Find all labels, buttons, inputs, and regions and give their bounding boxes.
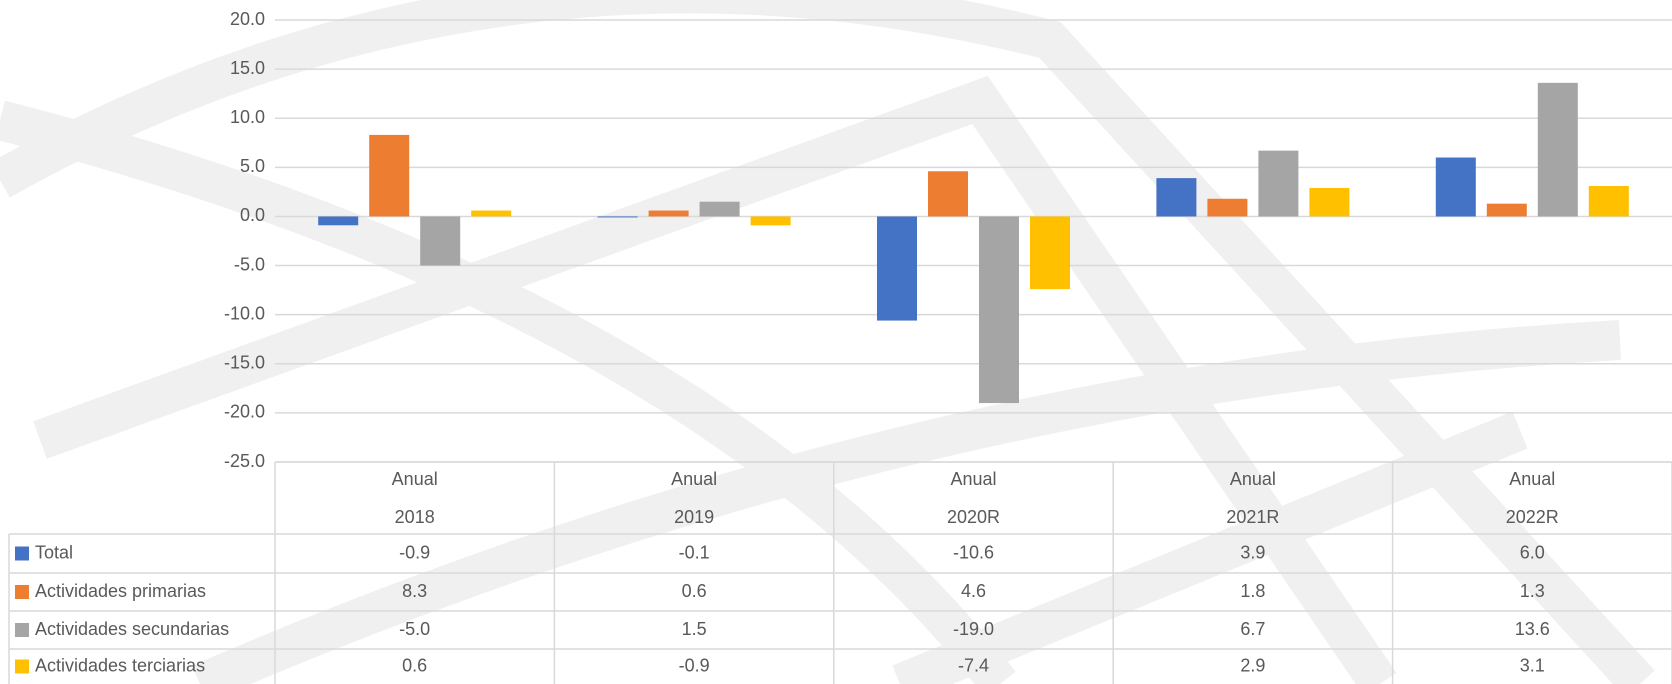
table-cell: 4.6 xyxy=(961,581,986,601)
y-tick-label: 20.0 xyxy=(230,9,265,29)
bar xyxy=(1207,198,1248,217)
x-tick-label: 2019 xyxy=(674,507,714,527)
legend-key xyxy=(15,546,29,561)
y-tick-label: -15.0 xyxy=(224,353,265,373)
x-tick-label: Anual xyxy=(671,469,717,489)
table-cell: 0.6 xyxy=(682,581,707,601)
bar xyxy=(369,134,410,217)
x-tick-label: Anual xyxy=(1509,469,1555,489)
table-cell: -7.4 xyxy=(958,655,989,675)
y-tick-label: -20.0 xyxy=(224,402,265,422)
table-cell: -0.1 xyxy=(679,542,710,562)
table-cell: 3.1 xyxy=(1520,655,1545,675)
table-cell: 1.5 xyxy=(682,619,707,639)
bar xyxy=(1258,150,1299,217)
table-cell: 6.0 xyxy=(1520,542,1545,562)
bar xyxy=(699,201,740,217)
table-cell: -0.9 xyxy=(679,655,710,675)
legend-label: Actividades secundarias xyxy=(35,619,229,639)
y-tick-label: 5.0 xyxy=(240,156,265,176)
bar xyxy=(648,210,689,217)
table-cell: -19.0 xyxy=(953,619,994,639)
x-tick-label: Anual xyxy=(1230,469,1276,489)
bar xyxy=(979,216,1019,404)
table-cell: -5.0 xyxy=(399,619,430,639)
bar xyxy=(928,171,968,217)
table-cell: 13.6 xyxy=(1515,619,1550,639)
y-tick-label: -10.0 xyxy=(224,303,265,323)
legend-key xyxy=(15,623,29,637)
bar xyxy=(750,216,791,226)
table-cell: 8.3 xyxy=(402,581,427,601)
legend-label: Actividades primarias xyxy=(35,581,206,601)
bar xyxy=(1030,216,1070,290)
x-tick-label: 2021R xyxy=(1226,507,1279,527)
table-cell: 0.6 xyxy=(402,655,427,675)
bar xyxy=(1537,82,1578,217)
bar xyxy=(597,216,638,218)
x-tick-label: 2022R xyxy=(1506,507,1559,527)
table-cell: -10.6 xyxy=(953,542,994,562)
bar xyxy=(1435,157,1476,217)
x-tick-label: 2020R xyxy=(947,507,1000,527)
table-cell: 1.8 xyxy=(1240,581,1265,601)
y-tick-label: -5.0 xyxy=(234,254,265,274)
bar xyxy=(1588,185,1629,217)
bar xyxy=(471,210,512,217)
legend-label: Actividades terciarias xyxy=(35,655,205,675)
y-tick-label: 10.0 xyxy=(230,107,265,127)
y-tick-label: 15.0 xyxy=(230,58,265,78)
legend-key xyxy=(15,659,29,674)
y-tick-label: 0.0 xyxy=(240,205,265,225)
x-tick-label: Anual xyxy=(950,469,996,489)
bar xyxy=(1309,187,1350,217)
table-cell: 6.7 xyxy=(1240,619,1265,639)
x-tick-label: Anual xyxy=(392,469,438,489)
y-tick-label: -25.0 xyxy=(224,451,265,471)
table-cell: 2.9 xyxy=(1240,655,1265,675)
table-cell: -0.9 xyxy=(399,542,430,562)
x-tick-label: 2018 xyxy=(395,507,435,527)
bar xyxy=(318,216,359,226)
legend-label: Total xyxy=(35,542,73,562)
table-cell: 3.9 xyxy=(1240,542,1265,562)
bar xyxy=(1156,178,1197,217)
legend-key xyxy=(15,585,29,599)
bar xyxy=(1486,203,1527,217)
bar xyxy=(877,216,917,321)
table-cell: 1.3 xyxy=(1520,581,1545,601)
bar xyxy=(420,216,461,266)
